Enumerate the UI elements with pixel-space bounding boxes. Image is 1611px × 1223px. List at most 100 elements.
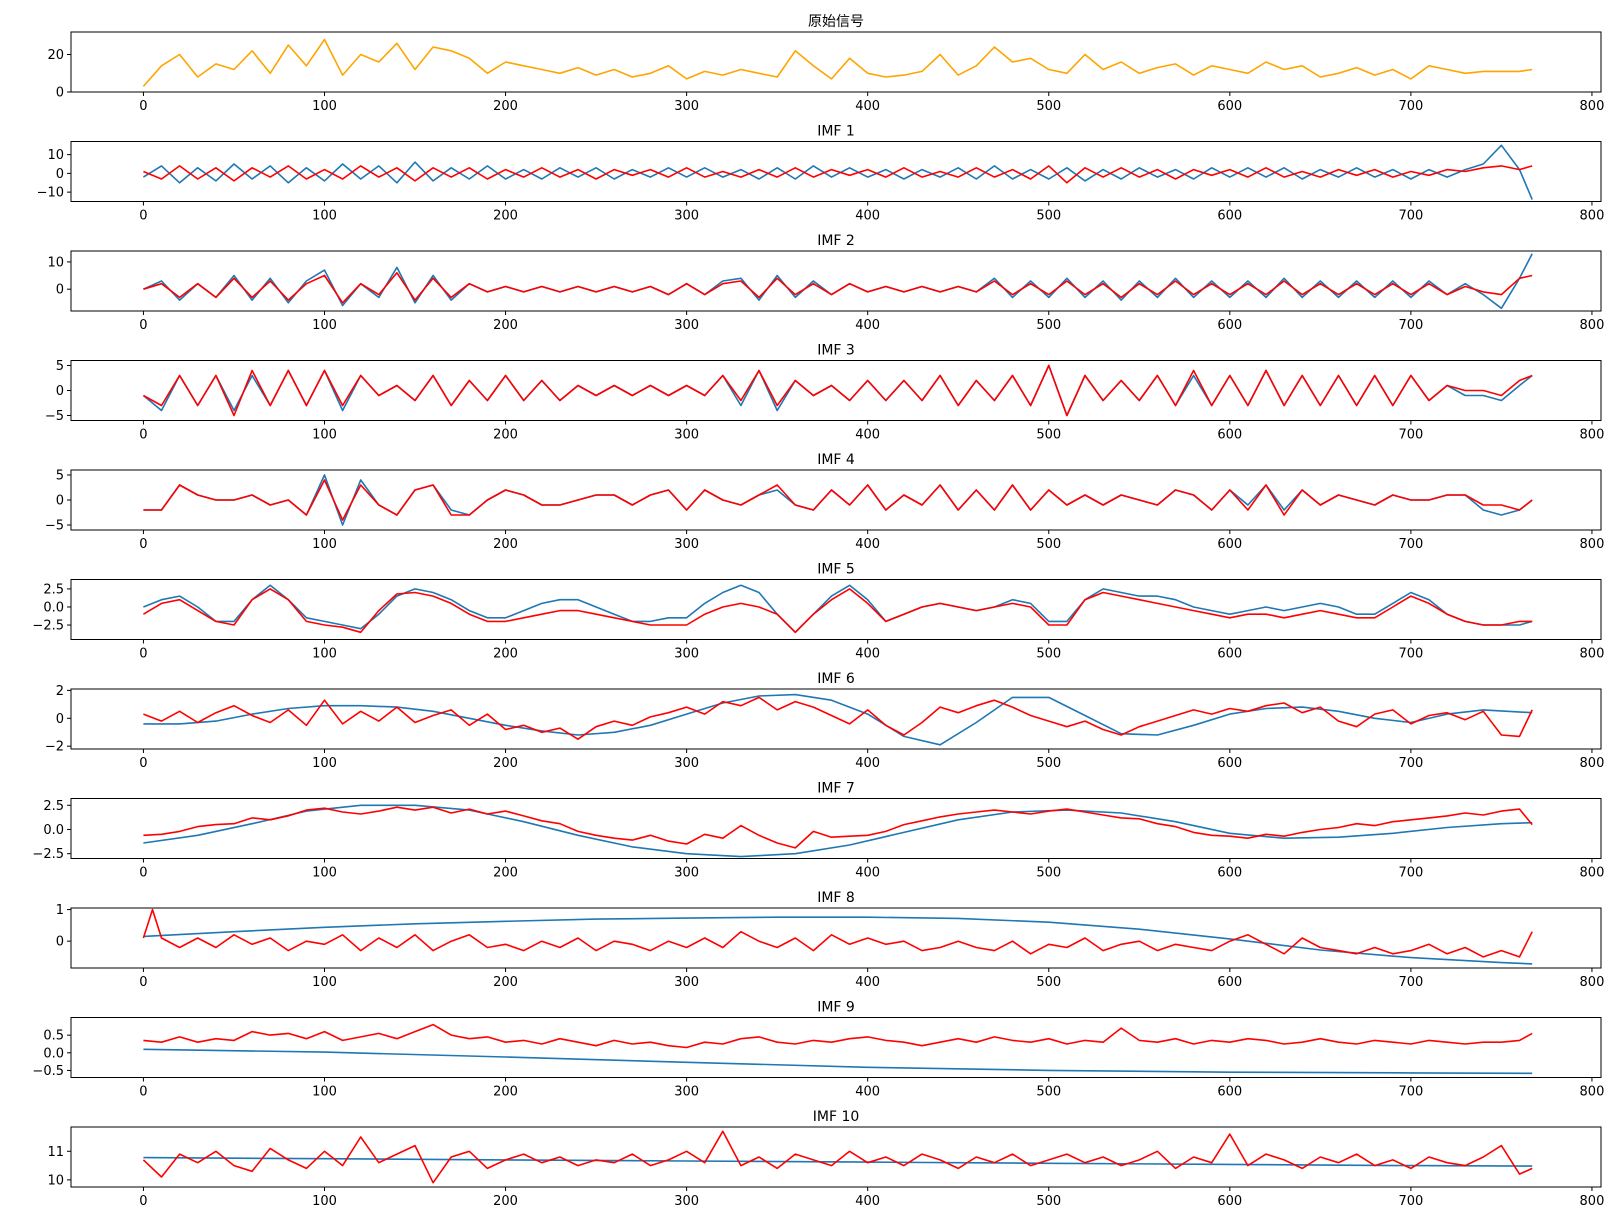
x-tick-label: 700 (1398, 1085, 1423, 1100)
x-tick-label: 300 (674, 1194, 699, 1209)
x-tick-label: 100 (312, 1194, 337, 1209)
y-tick-label: −5 (45, 519, 64, 534)
y-tick-label: 5 (56, 469, 64, 484)
x-tick-label: 200 (493, 647, 518, 662)
x-tick-label: 300 (674, 866, 699, 881)
x-tick-label: 500 (1036, 647, 1061, 662)
x-tick-label: 600 (1217, 756, 1242, 771)
x-tick-label: 500 (1036, 756, 1061, 771)
x-tick-label: 100 (312, 975, 337, 990)
y-tick-label: −0.5 (32, 1064, 64, 1079)
x-tick-label: 800 (1580, 647, 1605, 662)
series-line-secondary (143, 1023, 1533, 1049)
x-tick-label: 0 (139, 428, 147, 443)
subplot-title: IMF 9 (817, 1000, 855, 1016)
x-tick-label: 200 (493, 318, 518, 333)
subplot-7: IMF 7 0 100 200 300 400 500 600 700 800 −2.5 0.0 2.5 (32, 781, 1604, 881)
axes-frame (70, 360, 1602, 421)
subplot-4: IMF 4 0 100 200 300 400 500 600 700 800 −5 0 5 (45, 452, 1605, 552)
subplot-title: IMF 10 (813, 1109, 860, 1125)
x-tick-label: 500 (1036, 975, 1061, 990)
x-tick-label: 200 (493, 537, 518, 552)
x-tick-label: 100 (312, 756, 337, 771)
x-tick-label: 200 (493, 975, 518, 990)
x-tick-label: 700 (1398, 537, 1423, 552)
x-tick-label: 600 (1217, 318, 1242, 333)
x-tick-label: 400 (855, 866, 880, 881)
x-tick-label: 800 (1580, 537, 1605, 552)
y-tick-label: −2.5 (32, 619, 64, 634)
x-tick-label: 400 (855, 1085, 880, 1100)
x-tick-label: 300 (674, 537, 699, 552)
y-tick-label: 10 (47, 1173, 64, 1188)
y-tick-label: 5 (56, 359, 64, 374)
subplot-title: IMF 6 (817, 671, 855, 687)
series-line-secondary (143, 696, 1533, 741)
x-tick-label: 100 (312, 537, 337, 552)
x-tick-label: 500 (1036, 866, 1061, 881)
x-tick-label: 700 (1398, 975, 1423, 990)
x-tick-label: 500 (1036, 428, 1061, 443)
x-tick-label: 400 (855, 647, 880, 662)
axes-frame (70, 250, 1602, 312)
subplot-2: IMF 2 0 100 200 300 400 500 600 700 800 0 10 (47, 233, 1604, 333)
x-tick-label: 400 (855, 428, 880, 443)
x-tick-label: 100 (312, 209, 337, 224)
x-tick-label: 500 (1036, 537, 1061, 552)
subplot-title: IMF 8 (817, 890, 855, 906)
series-line-secondary (143, 165, 1533, 184)
x-tick-label: 800 (1580, 318, 1605, 333)
axes-frame (70, 31, 1602, 93)
x-tick-label: 500 (1036, 209, 1061, 224)
x-tick-label: 300 (674, 318, 699, 333)
x-tick-label: 800 (1580, 99, 1605, 114)
x-tick-label: 300 (674, 756, 699, 771)
x-tick-label: 600 (1217, 428, 1242, 443)
x-tick-label: 100 (312, 99, 337, 114)
y-tick-label: 0.0 (43, 600, 64, 615)
x-tick-label: 700 (1398, 318, 1423, 333)
x-tick-label: 200 (493, 866, 518, 881)
x-tick-label: 400 (855, 318, 880, 333)
y-tick-label: 2.5 (43, 799, 64, 814)
x-tick-label: 300 (674, 209, 699, 224)
axes-frame (70, 907, 1602, 969)
axes-frame (70, 579, 1602, 640)
series-line-secondary (142, 1130, 1533, 1184)
x-tick-label: 800 (1580, 209, 1605, 224)
y-tick-label: 0 (56, 167, 64, 182)
x-tick-label: 300 (674, 647, 699, 662)
x-tick-label: 600 (1217, 1085, 1242, 1100)
y-tick-label: −2.5 (32, 847, 64, 862)
x-tick-label: 400 (855, 537, 880, 552)
subplot-0: 原始信号 0 100 200 300 400 500 600 700 800 0 20 (47, 14, 1604, 114)
series-line-secondary (143, 271, 1533, 304)
subplot-10: IMF 10 0 100 200 300 400 500 600 700 800 10 11 (47, 1109, 1604, 1209)
x-tick-label: 700 (1398, 866, 1423, 881)
x-tick-label: 200 (493, 756, 518, 771)
x-tick-label: 0 (139, 975, 147, 990)
subplot-title: 原始信号 (808, 14, 864, 30)
x-tick-label: 700 (1398, 428, 1423, 443)
x-tick-label: 0 (139, 1194, 147, 1209)
x-tick-label: 700 (1398, 209, 1423, 224)
y-tick-label: 10 (47, 255, 64, 270)
y-tick-label: 0.5 (43, 1029, 64, 1044)
x-tick-label: 0 (139, 1085, 147, 1100)
y-tick-label: −2 (45, 740, 64, 755)
y-tick-label: 11 (47, 1145, 64, 1160)
series-line-primary (143, 1048, 1533, 1075)
x-tick-label: 0 (139, 537, 147, 552)
y-tick-label: 0.0 (43, 823, 64, 838)
x-tick-label: 800 (1580, 1085, 1605, 1100)
x-tick-label: 700 (1398, 99, 1423, 114)
x-tick-label: 0 (139, 318, 147, 333)
x-tick-label: 400 (855, 209, 880, 224)
x-tick-label: 500 (1036, 99, 1061, 114)
y-tick-label: 0 (56, 283, 64, 298)
x-tick-label: 700 (1398, 1194, 1423, 1209)
x-tick-label: 0 (139, 866, 147, 881)
x-tick-label: 400 (855, 756, 880, 771)
y-tick-label: 0.0 (43, 1046, 64, 1061)
x-tick-label: 500 (1036, 1085, 1061, 1100)
